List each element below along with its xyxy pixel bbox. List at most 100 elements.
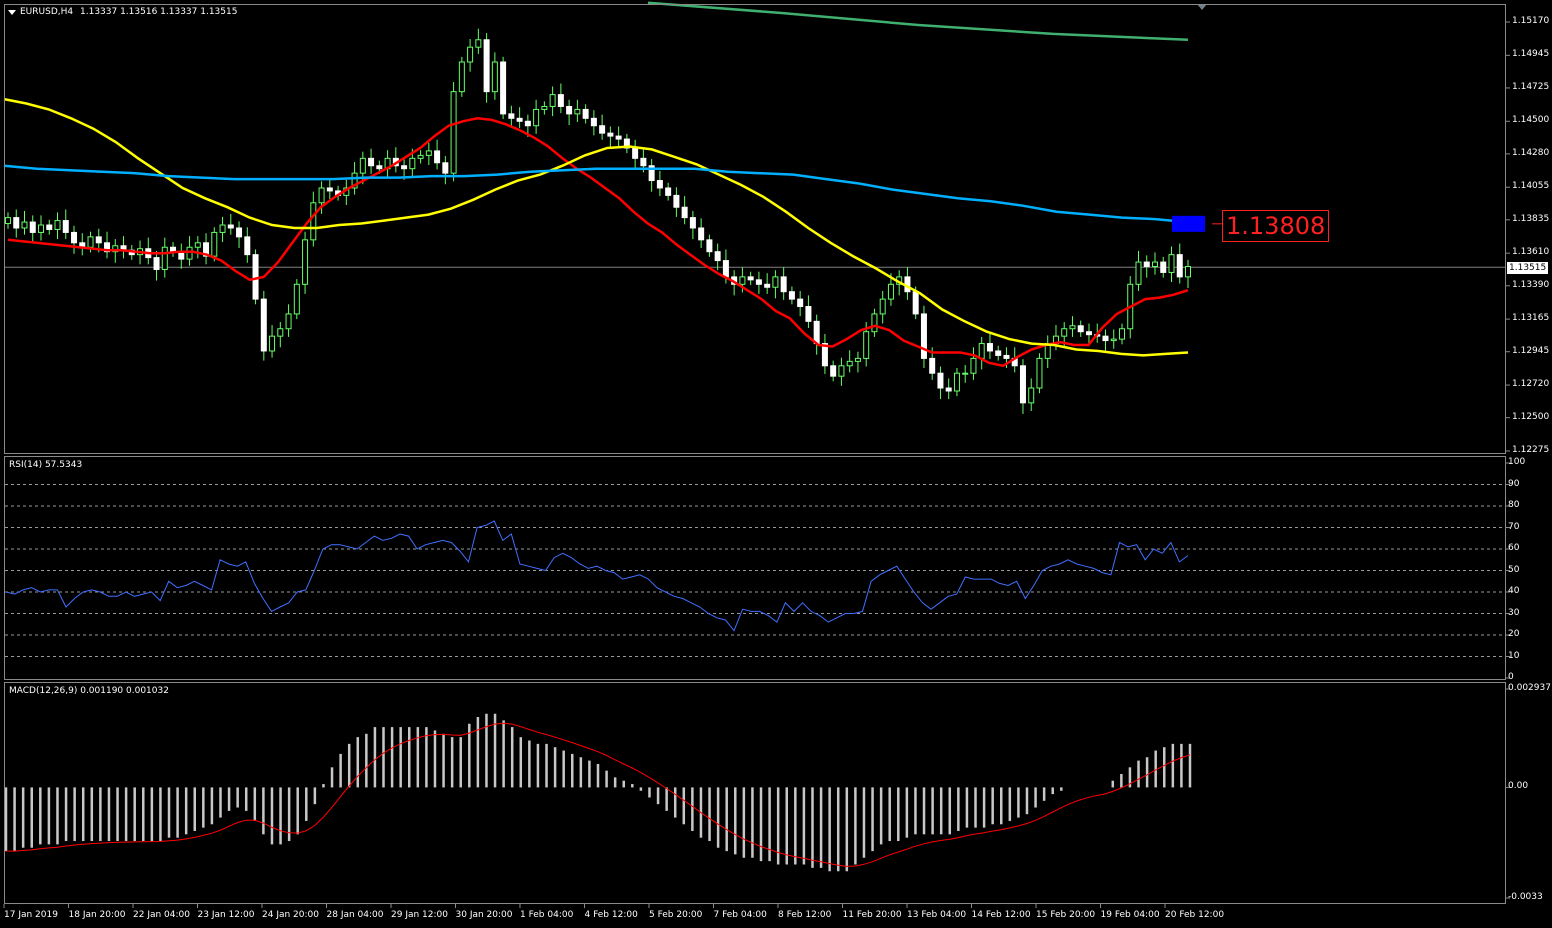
- candle: [467, 46, 474, 63]
- candle: [788, 291, 795, 300]
- candle: [533, 108, 540, 127]
- candle: [38, 224, 45, 233]
- candle: [29, 221, 36, 233]
- candle: [797, 298, 804, 308]
- rsi-tick-label: 40: [1508, 586, 1520, 596]
- main-header: EURUSD,H4 1.13337 1.13516 1.13337 1.1351…: [20, 7, 237, 17]
- candle: [161, 246, 168, 270]
- candle: [582, 108, 589, 119]
- candle: [706, 239, 713, 253]
- candle: [203, 242, 210, 257]
- rsi-label: RSI(14) 57.5343: [9, 460, 83, 470]
- candle: [310, 202, 317, 241]
- candle: [739, 276, 746, 285]
- candle: [54, 220, 61, 230]
- candle: [1143, 261, 1150, 268]
- candle: [376, 165, 383, 170]
- price-tick-label: 1.13165: [1512, 313, 1550, 324]
- symbol-label: EURUSD,H4: [20, 7, 74, 17]
- candle: [929, 357, 936, 374]
- candle: [368, 157, 375, 167]
- time-tick-label: 24 Jan 20:00: [262, 910, 319, 920]
- time-tick-label: 29 Jan 12:00: [391, 910, 448, 920]
- candle: [5, 217, 11, 225]
- candle: [970, 357, 977, 374]
- current-price-badge: 1.13515: [1507, 262, 1549, 274]
- ma-mid-line: [3, 97, 1189, 357]
- candle: [153, 257, 160, 270]
- macd-tick-label: 0.00: [1508, 781, 1529, 792]
- price-marker-tag: 1.13808: [1222, 210, 1330, 242]
- candle: [689, 217, 696, 229]
- candle: [458, 61, 465, 93]
- candle: [1118, 328, 1125, 340]
- ma-fast-line: [7, 117, 1189, 368]
- main-pane[interactable]: [4, 4, 1506, 454]
- candle: [351, 172, 358, 189]
- price-tick-label: 1.15170: [1512, 16, 1550, 26]
- candle: [95, 236, 102, 244]
- candle: [945, 387, 952, 392]
- dropdown-icon[interactable]: [8, 10, 16, 15]
- price-tick-label: 1.13835: [1512, 213, 1550, 224]
- candle: [1185, 266, 1191, 278]
- candle: [566, 105, 573, 115]
- candle: [1168, 254, 1175, 273]
- candle: [1110, 338, 1117, 342]
- candle: [483, 39, 490, 93]
- candle: [244, 236, 251, 256]
- candle: [755, 279, 762, 285]
- candle: [1003, 354, 1010, 359]
- candle: [1069, 325, 1076, 330]
- price-tick-label: 1.12275: [1512, 445, 1550, 455]
- candle: [318, 187, 325, 204]
- candle: [541, 105, 548, 110]
- time-tick-label: 19 Feb 04:00: [1100, 910, 1160, 920]
- price-tick-label: 1.14945: [1512, 49, 1550, 60]
- candle: [879, 298, 886, 315]
- time-tick-label: 18 Jan 20:00: [68, 910, 126, 920]
- candle: [302, 239, 309, 285]
- candle: [491, 61, 498, 93]
- candle: [46, 224, 53, 230]
- time-tick-label: 17 Jan 2019: [4, 910, 58, 920]
- rsi-tick-label: 80: [1508, 500, 1520, 510]
- candle: [863, 331, 870, 359]
- macd-tick-label: 0.002937: [1508, 683, 1551, 693]
- time-tick-label: 13 Feb 04:00: [907, 910, 967, 920]
- candle: [995, 350, 1002, 356]
- candle: [698, 227, 705, 241]
- rsi-tick-label: 30: [1508, 607, 1520, 618]
- candle: [293, 283, 300, 315]
- candle: [648, 165, 655, 182]
- price-tick-label: 1.13390: [1512, 279, 1550, 290]
- alert-marker-icon: [1197, 4, 1207, 10]
- candle: [871, 313, 878, 333]
- candle: [887, 283, 894, 300]
- time-tick-label: 23 Jan 12:00: [197, 910, 255, 920]
- candle: [104, 242, 111, 253]
- macd-pane[interactable]: [4, 682, 1506, 904]
- candle: [640, 157, 647, 167]
- price-tick-label: 1.14280: [1512, 147, 1550, 158]
- candle: [557, 94, 564, 107]
- candle: [714, 251, 721, 262]
- candle: [260, 298, 267, 352]
- candle: [673, 194, 680, 208]
- candle: [442, 162, 449, 174]
- candle: [1028, 387, 1035, 404]
- candle: [425, 150, 432, 156]
- candle: [186, 246, 193, 260]
- candle: [409, 157, 416, 170]
- candle: [772, 276, 779, 288]
- candle: [236, 227, 243, 238]
- rsi-pane[interactable]: [4, 456, 1506, 680]
- candle: [747, 276, 754, 281]
- candle: [681, 206, 688, 219]
- candle: [359, 157, 366, 174]
- macd-signal-line: [6, 722, 1191, 867]
- time-tick-label: 1 Feb 04:00: [520, 910, 574, 920]
- candle: [623, 138, 630, 149]
- candle: [285, 313, 292, 330]
